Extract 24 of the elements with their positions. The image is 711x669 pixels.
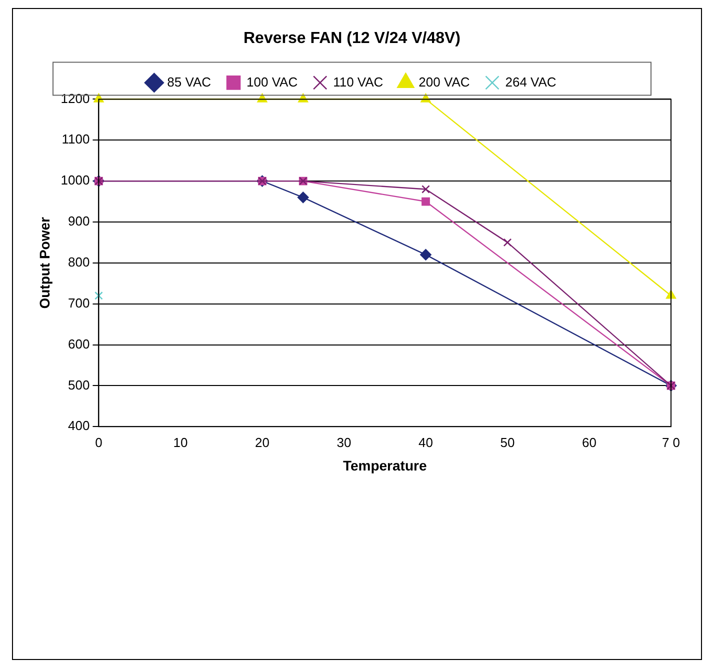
chart-title: Reverse FAN (12 V/24 V/48V) — [243, 30, 461, 48]
x-tick-label: 30 — [336, 434, 352, 450]
x-tick-label: 20 — [254, 434, 270, 450]
x-axis-title: Temperature — [342, 457, 427, 474]
y-tick-label: 500 — [68, 377, 90, 392]
y-tick-label: 1000 — [60, 172, 90, 188]
y-tick-label: 900 — [68, 214, 90, 229]
legend-label: 85 VAC — [167, 74, 212, 90]
y-tick-label: 400 — [68, 418, 90, 434]
legend-label: 110 VAC — [333, 74, 384, 90]
x-tick-label: 40 — [418, 434, 433, 450]
x-tick-label: 7 0 — [662, 434, 680, 450]
x-tick-label: 0 — [95, 434, 102, 450]
legend-label: 100 VAC — [246, 74, 298, 90]
x-tick-label: 10 — [173, 434, 188, 450]
legend-label: 264 VAC — [505, 74, 556, 90]
y-tick-label: 600 — [68, 336, 90, 352]
legend-label: 200 VAC — [418, 74, 470, 90]
y-tick-label: 800 — [68, 254, 90, 270]
y-axis-title: Output Power — [36, 216, 52, 309]
x-tick-label: 60 — [582, 434, 596, 450]
y-tick-label: 700 — [68, 295, 90, 310]
y-tick-label: 1100 — [62, 132, 90, 147]
x-tick-label: 50 — [500, 434, 515, 450]
